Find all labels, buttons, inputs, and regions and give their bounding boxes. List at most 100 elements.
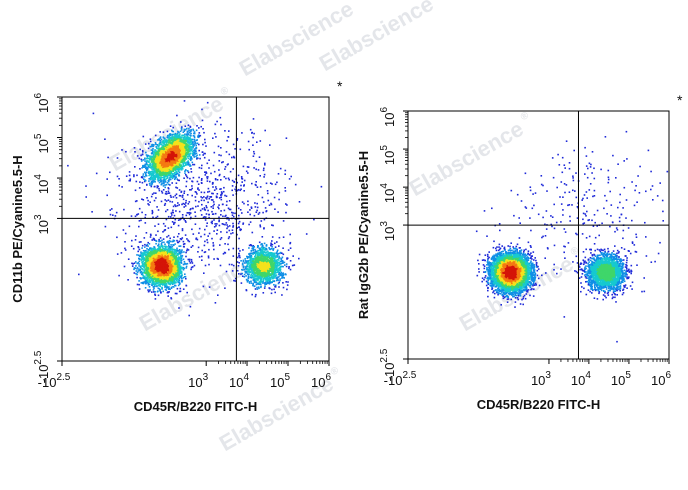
event-dot [180, 136, 182, 139]
event-dot [187, 157, 190, 160]
event-dot [174, 161, 176, 163]
event-dot [168, 243, 170, 245]
event-dot [189, 137, 191, 139]
event-dot [178, 161, 180, 164]
event-dot [157, 139, 159, 141]
event-dot [202, 143, 204, 146]
event-dot [167, 183, 170, 186]
event-dot [164, 170, 166, 172]
event-dot [190, 143, 192, 145]
event-dot [139, 269, 141, 272]
event-dot [168, 134, 171, 136]
event-dot [191, 262, 194, 264]
event-dot [198, 132, 201, 134]
event-dot [177, 151, 180, 153]
event-dot [164, 186, 166, 189]
event-dot [151, 183, 154, 185]
event-dot [187, 132, 189, 135]
event-dot [168, 139, 170, 141]
event-dot [150, 157, 152, 160]
event-dot [154, 149, 157, 152]
event-dot [171, 143, 173, 145]
event-dot [184, 156, 187, 159]
event-dot [151, 152, 154, 155]
event-dot [162, 290, 164, 293]
event-dot [139, 181, 141, 183]
event-dot [164, 137, 166, 140]
event-dot [196, 125, 198, 127]
event-dot [151, 166, 154, 169]
event-dot [163, 159, 166, 161]
event-dot [142, 175, 144, 177]
event-dot [175, 136, 178, 138]
event-dot [190, 128, 192, 131]
event-dot [173, 147, 176, 149]
event-dot [172, 173, 174, 175]
event-dot [179, 168, 181, 171]
event-dot [165, 174, 167, 176]
event-dot [169, 142, 172, 144]
event-dot [185, 143, 188, 145]
event-dot [159, 178, 162, 180]
event-dot [171, 154, 174, 157]
event-dot [151, 143, 154, 146]
event-dot [191, 161, 194, 164]
event-dot [190, 156, 193, 158]
event-dot [154, 165, 156, 167]
event-dot [139, 168, 141, 170]
event-dot [185, 154, 188, 157]
event-dot [169, 178, 171, 181]
event-dot [193, 135, 196, 137]
event-dot [157, 294, 160, 297]
event-dot [172, 142, 174, 145]
event-dot [163, 168, 165, 170]
event-dot [156, 186, 159, 189]
event-dot [190, 168, 192, 170]
event-dot [138, 263, 140, 265]
event-dot [168, 171, 171, 174]
event-dot [149, 174, 151, 176]
event-dot [148, 286, 151, 288]
event-dot [148, 178, 150, 180]
event-dot [161, 176, 164, 179]
event-dot [150, 180, 153, 183]
event-dot [142, 151, 144, 153]
event-dot [147, 245, 149, 247]
event-dot [157, 151, 159, 154]
event-dot [204, 141, 206, 144]
event-dot [177, 143, 179, 145]
event-dot [178, 275, 181, 277]
event-dot [161, 157, 164, 159]
event-dot [135, 270, 138, 272]
event-dot [158, 144, 160, 146]
event-dot [149, 184, 151, 186]
event-dot [170, 152, 173, 155]
event-dot [163, 177, 166, 180]
event-dot [166, 136, 169, 139]
event-dot [160, 171, 163, 173]
event-dot [164, 243, 166, 246]
event-dot [162, 144, 164, 147]
event-dot [159, 139, 162, 142]
event-dot [150, 166, 152, 169]
event-dot [162, 154, 164, 156]
event-dot [135, 180, 138, 183]
event-dot [192, 143, 195, 146]
event-dot [166, 134, 169, 137]
event-dot [152, 158, 154, 160]
event-dot [188, 155, 191, 157]
event-dot [136, 262, 138, 265]
event-dot [198, 149, 200, 152]
event-dot [165, 167, 167, 170]
event-dot [165, 173, 168, 175]
event-dot [162, 146, 165, 148]
event-dot [159, 176, 161, 179]
event-dot [176, 132, 179, 135]
event-dot [187, 160, 189, 162]
event-dot [171, 129, 173, 132]
event-dot [148, 182, 151, 185]
event-dot [157, 149, 160, 151]
event-dot [189, 163, 191, 166]
event-dot [183, 150, 186, 153]
